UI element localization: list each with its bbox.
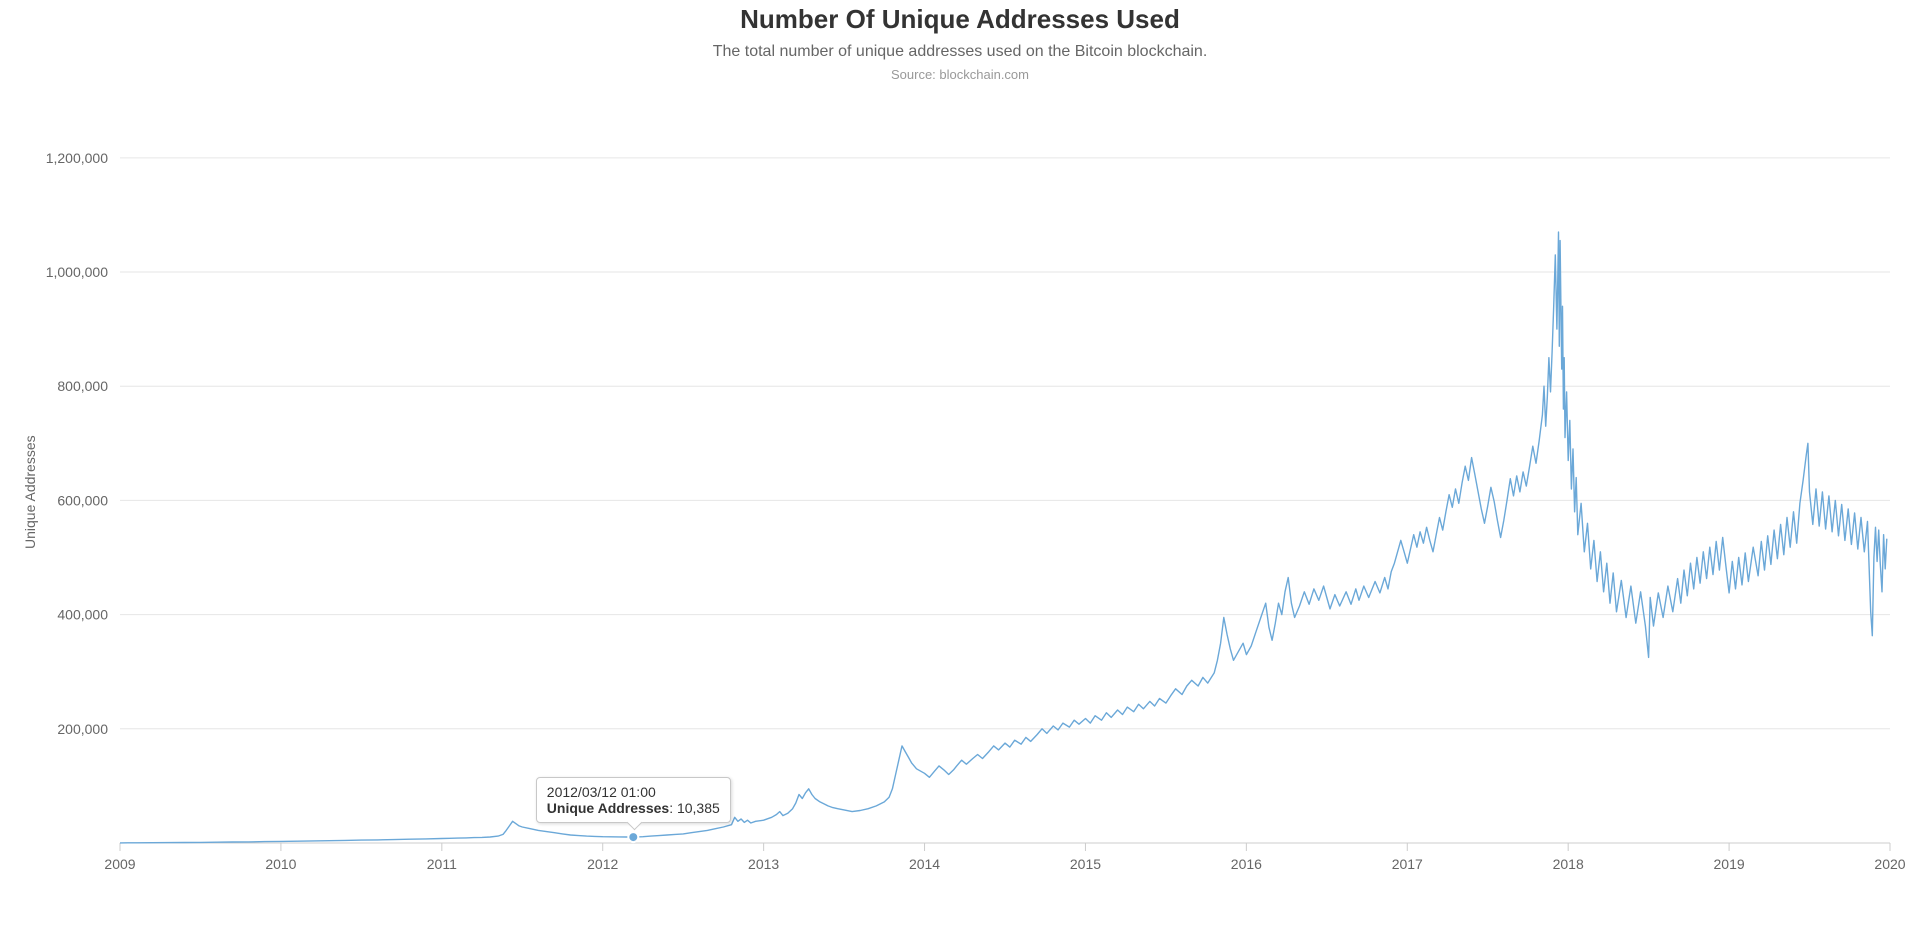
x-tick-label: 2009	[104, 856, 135, 872]
x-tick-label: 2011	[427, 856, 457, 872]
y-tick-label: 1,000,000	[46, 264, 108, 280]
y-tick-label: 800,000	[57, 378, 108, 394]
tooltip-marker	[628, 832, 638, 842]
x-tick-label: 2020	[1874, 856, 1905, 872]
y-tick-label: 400,000	[57, 607, 108, 623]
y-tick-label: 1,200,000	[46, 150, 108, 166]
y-tick-label: 200,000	[57, 721, 108, 737]
chart-svg[interactable]: 2009 2010 2011 2012 2013 2014 2015 2016 2017 2018…	[0, 0, 1920, 929]
tooltip-series-label: Unique Addresses	[547, 800, 669, 816]
x-tick-label: 2012	[587, 856, 618, 872]
x-tick-label: 2019	[1714, 856, 1745, 872]
chart-tooltip: 2012/03/12 01:00 Unique Addresses: 10,38…	[536, 777, 731, 823]
chart-container: Number Of Unique Addresses Used The tota…	[0, 0, 1920, 929]
x-tick-label: 2015	[1070, 856, 1101, 872]
x-tick-label: 2013	[748, 856, 779, 872]
x-tick-label: 2018	[1553, 856, 1584, 872]
data-line	[120, 232, 1887, 843]
x-tick-label: 2016	[1231, 856, 1262, 872]
x-tick-label: 2014	[909, 856, 940, 872]
tooltip-value: : 10,385	[669, 800, 720, 816]
x-tick-label: 2010	[265, 856, 296, 872]
y-tick-label: 600,000	[57, 492, 108, 508]
tooltip-date: 2012/03/12 01:00	[547, 784, 720, 800]
x-tick-label: 2017	[1392, 856, 1423, 872]
